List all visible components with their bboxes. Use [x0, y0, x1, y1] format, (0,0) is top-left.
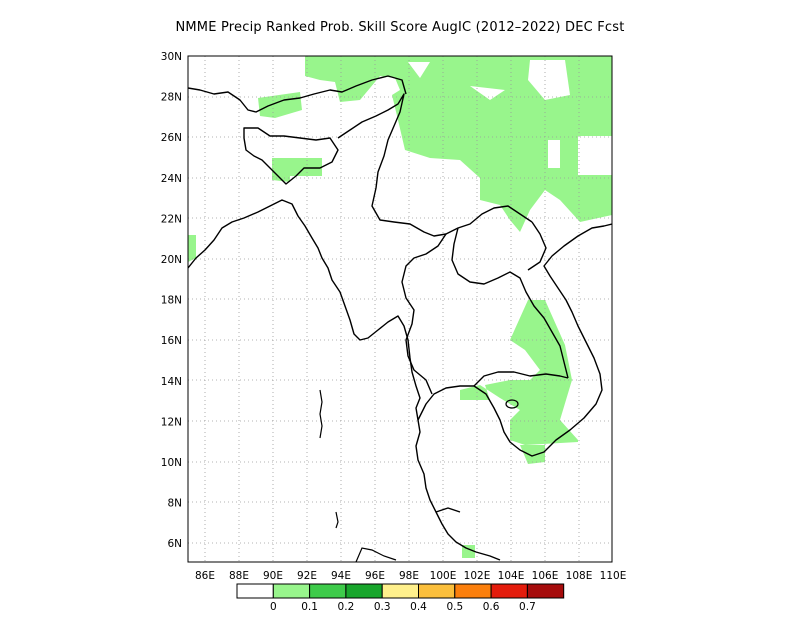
skill-region-small-south	[520, 445, 545, 464]
skill-region-north	[305, 56, 612, 232]
skill-region-west-edge	[188, 235, 196, 262]
lon-label: 106E	[532, 570, 559, 582]
lon-label: 96E	[365, 570, 385, 582]
lon-label: 98E	[399, 570, 419, 582]
andaman-islands	[319, 389, 323, 439]
no-skill-hole	[470, 86, 505, 100]
colorbar-label: 0.6	[483, 601, 500, 613]
no-skill-hole	[408, 62, 430, 78]
colorbar-label: 0.1	[301, 601, 318, 613]
colorbar-swatch	[272, 583, 311, 599]
colorbar-label: 0.7	[519, 601, 536, 613]
map-title: NMME Precip Ranked Prob. Skill Score Aug…	[175, 20, 625, 35]
graticule	[188, 56, 612, 562]
map-frame	[187, 55, 613, 563]
tonle-sap-lake	[505, 399, 519, 409]
lon-label: 102E	[464, 570, 491, 582]
lat-label: 22N	[161, 213, 182, 225]
coastline-bay-of-bengal	[188, 199, 501, 561]
coastline-gulf-of-thailand	[417, 223, 612, 457]
lon-label: 110E	[600, 570, 627, 582]
colorbar-swatch	[381, 583, 420, 599]
colorbar: 0 0.1 0.2 0.3 0.4 0.5 0.6 0.7	[236, 583, 565, 613]
no-skill-hole	[528, 60, 570, 100]
no-skill-hole	[578, 136, 612, 175]
skill-region-southeast	[460, 300, 578, 445]
lon-label: 90E	[263, 570, 283, 582]
colorbar-swatch	[526, 583, 565, 599]
colorbar-label: 0	[270, 601, 277, 613]
colorbar-label: 0.5	[446, 601, 463, 613]
lat-label: 10N	[161, 457, 182, 469]
lat-label: 20N	[161, 254, 182, 266]
colorbar-label: 0.2	[338, 601, 355, 613]
colorbar-swatch	[345, 583, 383, 599]
lat-label: 16N	[161, 335, 182, 347]
islands	[319, 389, 519, 562]
lon-label: 94E	[331, 570, 351, 582]
lat-label: 14N	[161, 376, 182, 388]
nicobar-islands	[335, 511, 339, 529]
border-malaysia	[435, 507, 461, 513]
no-skill-hole	[548, 140, 560, 168]
lon-label: 92E	[297, 570, 317, 582]
colorbar-swatch	[490, 583, 528, 599]
lat-label: 18N	[161, 295, 182, 307]
no-skill-holes	[408, 60, 612, 175]
border-india-north	[188, 75, 407, 113]
lon-label: 108E	[566, 570, 593, 582]
coastlines-borders	[188, 75, 612, 561]
lat-label: 26N	[161, 132, 182, 144]
lat-label: 30N	[161, 51, 182, 63]
lon-label: 88E	[229, 570, 249, 582]
lon-label: 100E	[430, 570, 457, 582]
latitude-labels: 30N 28N 26N 24N 22N 20N 18N 16N 14N 12N 10N 8N 6N	[161, 51, 182, 550]
colorbar-label: 0.4	[410, 601, 427, 613]
skill-region-center-patch	[272, 158, 322, 182]
colorbar-swatch	[454, 583, 492, 599]
lat-label: 28N	[161, 92, 182, 104]
border-bangladesh	[243, 127, 339, 185]
colorbar-swatch	[309, 583, 347, 599]
lat-label: 24N	[161, 173, 182, 185]
sumatra-coast	[355, 547, 397, 562]
colorbar-swatch	[236, 583, 274, 599]
border-cambodia	[473, 371, 569, 387]
lat-label: 8N	[167, 498, 182, 510]
lat-label: 12N	[161, 416, 182, 428]
border-vietnam-laos	[527, 221, 547, 271]
border-myanmar-thailand	[401, 233, 447, 395]
skill-fill-layer	[188, 56, 612, 558]
skill-region-nw-patch	[258, 92, 302, 118]
colorbar-swatch	[418, 583, 456, 599]
lat-label: 6N	[167, 538, 182, 550]
border-laos	[451, 227, 569, 379]
lon-label: 86E	[195, 570, 215, 582]
border-myanmar-india	[337, 93, 533, 237]
colorbar-label: 0.3	[374, 601, 391, 613]
lon-label: 104E	[498, 570, 525, 582]
longitude-labels: 86E 88E 90E 92E 94E 96E 98E 100E 102E 104E 106E 108…	[195, 570, 626, 582]
